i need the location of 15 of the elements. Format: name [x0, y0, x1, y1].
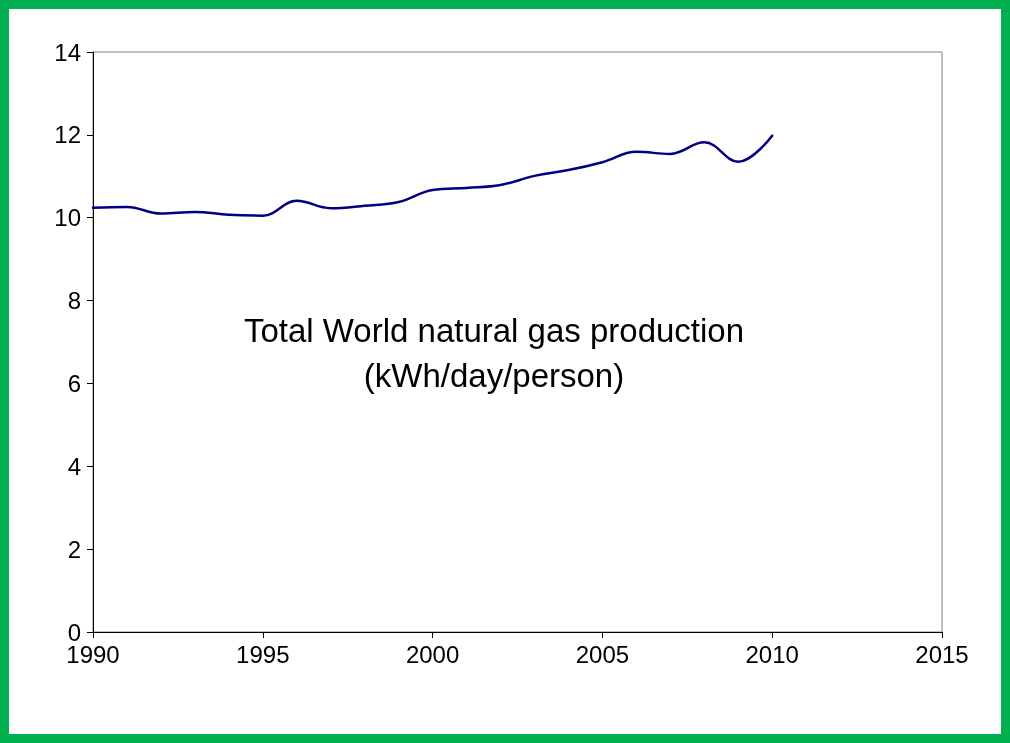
y-tick-label: 14	[54, 38, 81, 66]
x-tick-label: 1995	[236, 640, 290, 668]
y-tick-label: 8	[67, 287, 81, 315]
y-tick-label: 4	[67, 452, 81, 480]
text: (kWh/day/person)	[363, 357, 625, 394]
x-tick-label: 2010	[745, 640, 799, 668]
y-tick-label: 2	[67, 535, 81, 563]
x-tick-label: 2015	[915, 640, 969, 668]
text: Total World natural gas production	[243, 312, 745, 349]
x-tick-label: 2000	[405, 640, 460, 668]
line-series	[91, 134, 774, 217]
y-tick-label: 10	[54, 204, 81, 232]
y-tick-label: 12	[54, 121, 81, 149]
x-tick-label: 2005	[575, 640, 630, 668]
y-tick-label: 6	[67, 369, 81, 397]
